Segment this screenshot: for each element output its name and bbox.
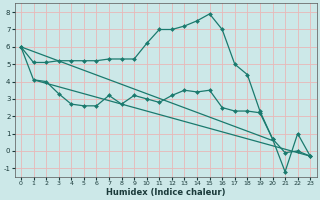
X-axis label: Humidex (Indice chaleur): Humidex (Indice chaleur) — [106, 188, 225, 197]
